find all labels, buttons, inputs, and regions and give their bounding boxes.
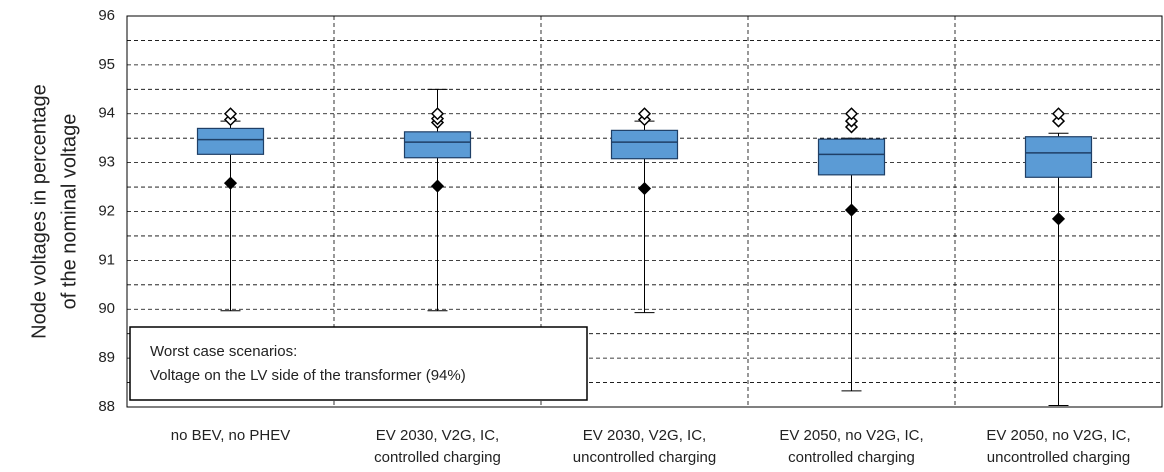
y-tick-label: 93 <box>98 154 115 171</box>
open-point <box>1051 107 1066 121</box>
annotation: Worst case scenarios: <box>150 343 297 360</box>
y-tick-label: 89 <box>98 349 115 366</box>
y-tick-label: 90 <box>98 300 115 317</box>
open-point <box>844 114 859 128</box>
open-point <box>1051 114 1066 128</box>
x-tick-label: uncontrolled charging <box>573 449 716 466</box>
x-tick-label: EV 2050, no V2G, IC, <box>779 427 923 444</box>
x-tick-label: no BEV, no PHEV <box>171 427 291 444</box>
y-tick-label: 95 <box>98 56 115 73</box>
x-tick-label: EV 2030, V2G, IC, <box>583 427 706 444</box>
box <box>817 138 886 176</box>
annotation-box <box>129 326 588 401</box>
box <box>403 131 472 159</box>
annotation: Voltage on the LV side of the transforme… <box>150 367 466 384</box>
y-tick-label: 92 <box>98 202 115 219</box>
x-tick-label: EV 2050, no V2G, IC, <box>986 427 1130 444</box>
filled-point <box>844 203 859 217</box>
plot-frame <box>126 15 1163 408</box>
open-point <box>430 107 445 121</box>
box <box>610 129 679 160</box>
y-axis-label: Node voltages in percentage <box>28 84 50 339</box>
open-point <box>844 107 859 121</box>
x-tick-label: uncontrolled charging <box>987 449 1130 466</box>
y-tick-label: 91 <box>98 251 115 268</box>
y-axis-label: of the nominal voltage <box>58 114 80 310</box>
open-point <box>637 107 652 121</box>
filled-point <box>430 179 445 193</box>
y-tick-label: 96 <box>98 7 115 24</box>
x-tick-label: controlled charging <box>788 449 915 466</box>
open-point <box>223 107 238 121</box>
y-tick-label: 94 <box>98 105 115 122</box>
box <box>1024 136 1093 178</box>
filled-point <box>637 181 652 196</box>
box <box>196 127 265 155</box>
x-tick-label: EV 2030, V2G, IC, <box>376 427 499 444</box>
y-tick-label: 88 <box>98 398 115 415</box>
filled-point <box>1051 212 1066 226</box>
filled-point <box>223 176 238 190</box>
x-tick-label: controlled charging <box>374 449 501 466</box>
